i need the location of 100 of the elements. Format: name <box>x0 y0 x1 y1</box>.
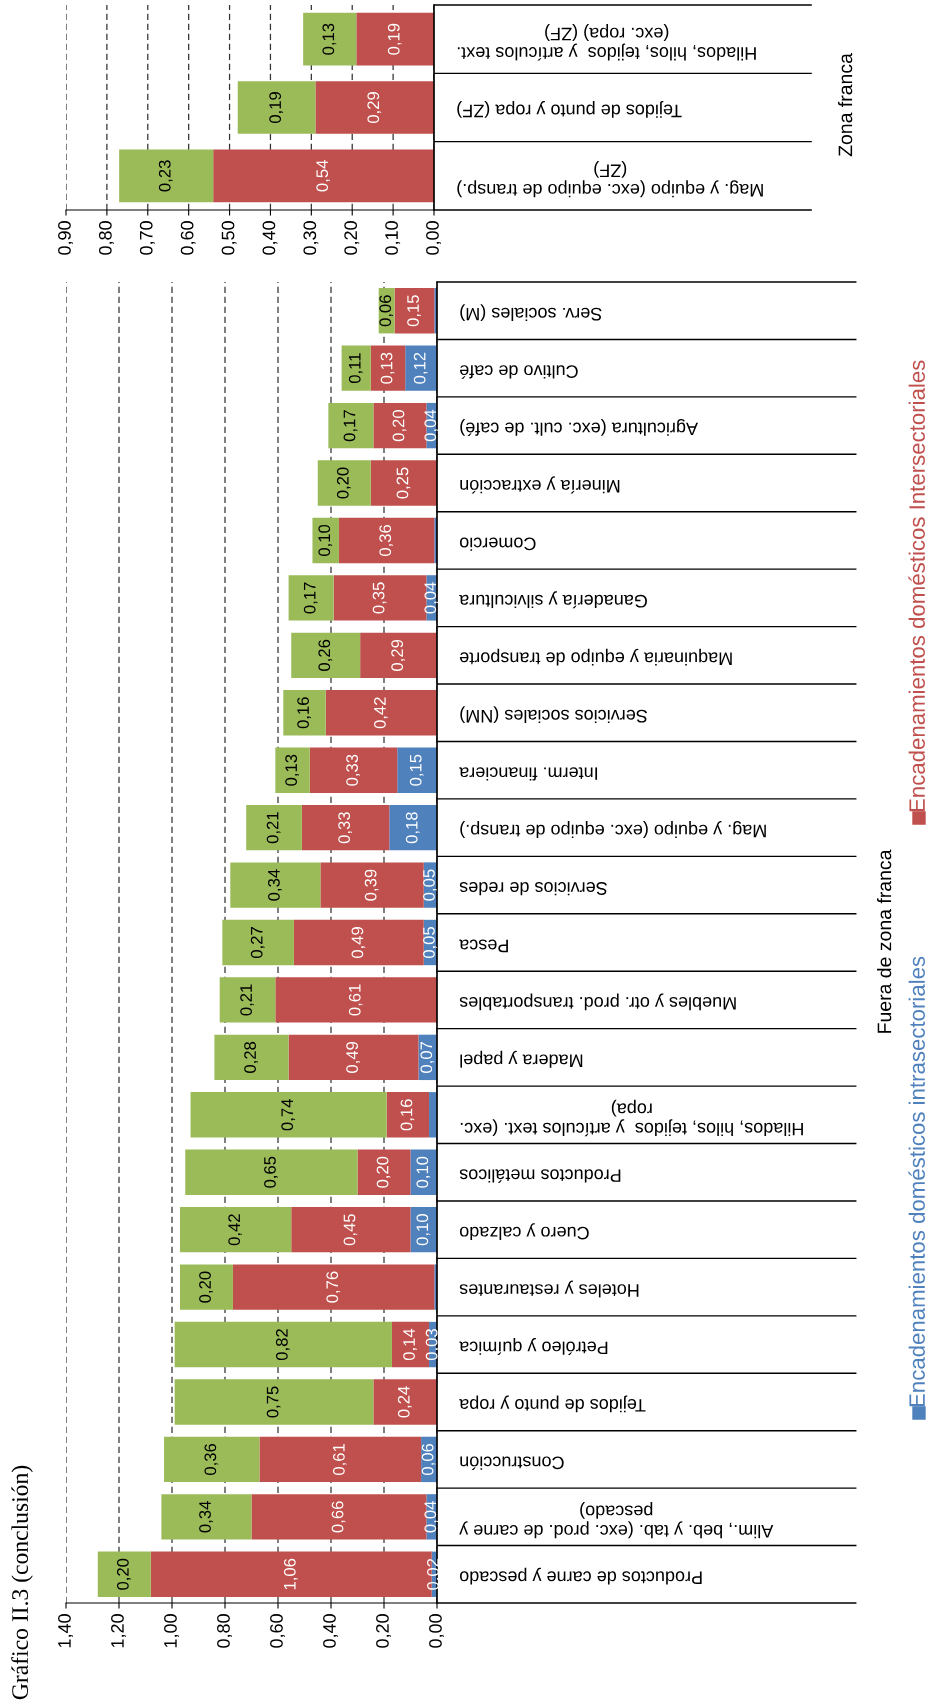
bar <box>214 1034 289 1081</box>
data-label: 0,13 <box>380 352 395 384</box>
data-label: 0,20 <box>392 410 407 442</box>
y-tick-label: Petróleo y química <box>459 1337 608 1355</box>
data-label: 0,21 <box>266 812 281 844</box>
data-label: 0,27 <box>250 927 265 959</box>
bar <box>246 804 302 851</box>
y-tick-label: Hilados, hilos, tejidos y artículos text. (exc. ropa) (ZF) <box>457 24 756 61</box>
bar <box>405 345 437 391</box>
bar <box>237 81 316 134</box>
data-label: 0,13 <box>322 23 337 55</box>
data-label: 0,17 <box>303 582 318 614</box>
x-tick-label: 1,00 <box>164 1614 179 1648</box>
x-tick-label: 0,40 <box>323 1614 338 1648</box>
data-label: 0,74 <box>281 1099 296 1131</box>
bar <box>230 862 321 908</box>
data-label: 0,16 <box>400 1099 415 1131</box>
bar <box>315 81 434 134</box>
bar <box>357 1149 411 1195</box>
data-label: 0,36 <box>379 524 394 557</box>
x-tick-label: 0,00 <box>429 1614 444 1648</box>
y-tick-label: Servicios sociales (NM) <box>460 706 648 724</box>
data-label: 0,65 <box>264 1156 278 1188</box>
bar <box>317 460 371 506</box>
y-tick-label: Hoteles y restaurantes <box>459 1280 639 1298</box>
data-label: 0,19 <box>387 23 402 55</box>
text: Gráfico II.3 (conclusión) <box>11 1465 33 1700</box>
x-tick-label: 0,40 <box>262 221 278 255</box>
y-tick-label: Cultivo de café <box>460 365 578 379</box>
bar <box>360 632 437 679</box>
bar <box>312 517 339 564</box>
data-label: 0,14 <box>403 1328 417 1361</box>
data-label: 0,07 <box>420 1041 435 1073</box>
y-tick-label: Serv. sociales (M) <box>460 304 602 322</box>
data-label: 0,45 <box>343 1214 358 1246</box>
x-tick-label: 0,60 <box>270 1614 285 1648</box>
bar <box>161 1494 252 1540</box>
x-tick-label: 0,70 <box>139 221 155 255</box>
data-label: 0,20 <box>376 1156 391 1188</box>
y-tick-label: Tejidos de punto y ropa <box>459 1395 646 1413</box>
data-label: 0,33 <box>346 754 360 786</box>
data-label: 0,04 <box>424 582 439 614</box>
data-label: 0,61 <box>348 984 363 1016</box>
data-label: 0,05 <box>423 869 437 901</box>
text: Encadenamientos domésticos Intersectoriales <box>908 360 925 812</box>
data-label: 0,06 <box>379 295 394 327</box>
data-label: 0,33 <box>338 812 353 844</box>
y-tick-label: Tejidos de punto y ropa (ZF) <box>457 100 682 118</box>
bar <box>397 747 437 793</box>
bar <box>288 1034 419 1081</box>
data-label: 0,42 <box>374 697 388 729</box>
y-tick-label: Minería y extracción <box>460 476 620 494</box>
y-tick-label: Servicios de redes <box>459 882 607 896</box>
bar <box>389 804 437 851</box>
bar <box>394 288 435 334</box>
bar <box>185 1149 358 1195</box>
bar <box>293 919 424 966</box>
bar <box>325 690 437 736</box>
bar <box>179 1206 292 1253</box>
bar <box>338 517 435 564</box>
x-tick-label: 1,20 <box>111 1614 126 1648</box>
data-label: 0,36 <box>204 1443 219 1475</box>
bar <box>356 12 434 66</box>
data-label: 0,75 <box>266 1386 281 1418</box>
x-tick-label: 0,80 <box>98 221 114 255</box>
data-label: 0,23 <box>158 160 173 192</box>
data-label: 0,39 <box>364 869 379 901</box>
text: Encadenamientos domésticos intrasectoriales <box>908 956 925 1407</box>
bar <box>303 12 357 66</box>
bar <box>386 1092 430 1138</box>
x-tick-label: 0,10 <box>385 221 401 255</box>
bar <box>232 1264 435 1310</box>
bar <box>291 1206 411 1253</box>
y-tick-label: Cuero y calzado <box>459 1223 589 1240</box>
y-tick-label: Agricultura (exc. cult. de café) <box>460 418 698 436</box>
y-tick-label: Pesca <box>459 939 508 953</box>
bar <box>259 1436 422 1483</box>
data-label: 0,03 <box>425 1329 440 1361</box>
data-label: 0,04 <box>424 1501 439 1533</box>
bar <box>291 632 361 679</box>
data-label: 0,18 <box>405 812 420 844</box>
bar <box>370 345 406 391</box>
data-label: 0,12 <box>413 352 428 384</box>
data-label: 0,28 <box>244 1041 258 1073</box>
bar <box>219 977 276 1023</box>
data-label: 0,54 <box>316 160 331 192</box>
data-label: 0,20 <box>199 1271 213 1303</box>
x-tick-label: 0,20 <box>344 221 360 255</box>
y-tick-label: Productos metálicos <box>459 1169 621 1183</box>
data-label: 0,82 <box>275 1329 290 1361</box>
x-tick-label: 1,40 <box>58 1614 73 1648</box>
y-tick-label: Productos de carne y pescado <box>459 1567 702 1585</box>
bar <box>97 1551 151 1597</box>
x-tick-label: 0,00 <box>426 221 441 255</box>
bar <box>309 747 398 793</box>
data-label: 0,10 <box>416 1214 431 1246</box>
y-axis-title: Zona franca <box>838 53 853 157</box>
y-tick-label: Mag. y equipo (exc. equipo de transp.) (ZF) <box>457 160 763 198</box>
data-label: 0,76 <box>326 1271 341 1303</box>
bar <box>119 149 214 203</box>
